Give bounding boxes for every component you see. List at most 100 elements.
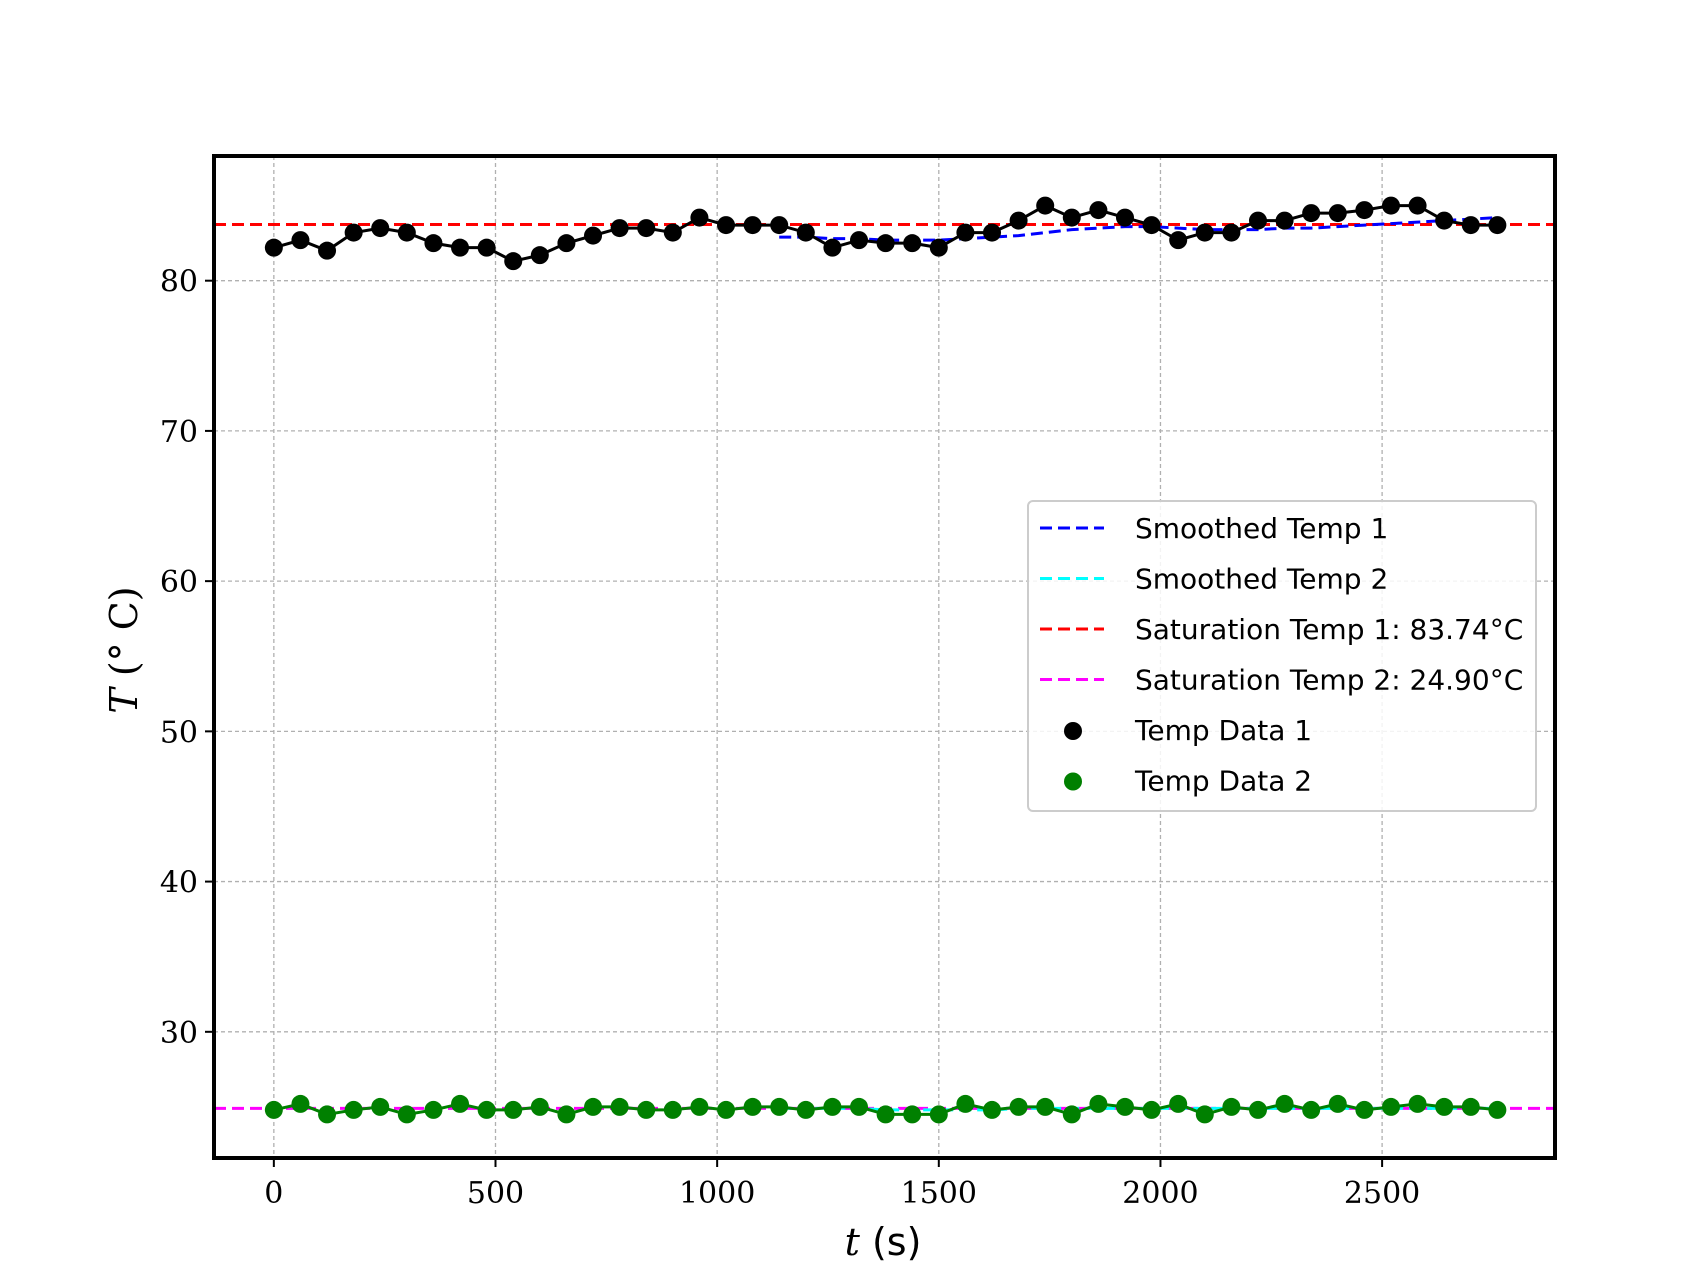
temp-data-2-point [903,1105,922,1124]
temp-data-1-point [956,223,975,242]
temp-data-1-point [1062,208,1081,227]
temp-data-2-point [663,1100,682,1119]
temp-data-1-point [1461,216,1480,235]
temp-data-2-point [530,1097,549,1116]
temp-data-2-point [504,1100,523,1119]
temp-data-1-point [530,246,549,265]
temp-data-1-point [397,223,416,242]
x-tick-label: 2500 [1344,1176,1420,1211]
temp-data-2-point [424,1100,443,1119]
temp-data-2-point [264,1100,283,1119]
temp-data-2-point [1195,1105,1214,1124]
temp-data-1-point [663,223,682,242]
temp-data-1-point [264,238,283,257]
temp-data-2-point [1302,1100,1321,1119]
temp-data-1-point [344,223,363,242]
y-tick-label: 40 [160,866,198,901]
temp-data-2-point [1248,1100,1267,1119]
temp-data-2-point [1115,1097,1134,1116]
legend-box [1027,500,1537,812]
y-axis-label: T (° C) [102,586,146,713]
temp-data-2-point [1062,1105,1081,1124]
legend-label: Temp Data 1 [1134,714,1312,747]
temp-data-2-point [850,1097,869,1116]
x-tick-label: 1000 [679,1176,755,1211]
temp-data-1-point [424,234,443,253]
temp-data-1-point [584,226,603,245]
temp-data-2-point [1408,1094,1427,1113]
temp-data-1-point [1115,208,1134,227]
temp-data-2-point [584,1097,603,1116]
temp-data-1-point [451,238,470,257]
temp-data-1-point [1169,231,1188,250]
temp-data-1-point [1089,201,1108,220]
temp-data-1-point [637,219,656,238]
temp-data-1-point [371,219,390,238]
temp-data-1-point [1355,201,1374,220]
temp-data-2-point [876,1105,895,1124]
temp-data-2-point [1089,1094,1108,1113]
temp-data-1-point [318,241,337,260]
temp-data-1-point [1435,211,1454,230]
temp-data-2-point [796,1100,815,1119]
y-tick-label: 70 [160,415,198,450]
temp-data-1-point [1408,196,1427,215]
x-axis-label: t (s) [845,1220,922,1264]
y-axis-unit: (° C) [102,586,146,688]
temp-data-2-point [1381,1097,1400,1116]
axis-ticks: 0 500 1000 1500 2000 2500 30 40 50 60 70 80 [160,265,1420,1211]
legend-marker [1064,722,1082,740]
temp-data-1-point [504,252,523,271]
temp-data-2-point [929,1105,948,1124]
temp-data-1-point [1195,223,1214,242]
temp-data-1-point [477,238,496,257]
x-tick-label: 2000 [1122,1176,1198,1211]
x-tick-label: 500 [467,1176,524,1211]
temp-data-1-point [1381,196,1400,215]
temp-data-2-point [371,1097,390,1116]
temp-data-2-point [1009,1097,1028,1116]
temp-data-2-point [770,1097,789,1116]
temp-data-1-point [1009,211,1028,230]
temp-data-2-point [743,1097,762,1116]
temp-data-1-point [903,234,922,253]
legend-label: Temp Data 2 [1134,765,1312,798]
temp-data-2-point [344,1100,363,1119]
legend: Smoothed Temp 1 Smoothed Temp 2 Saturation… [1027,500,1537,812]
temp-data-2-point [610,1097,629,1116]
x-axis-var: t [845,1220,861,1264]
data-series [264,196,1507,1124]
temp-data-2-point [1036,1097,1055,1116]
temp-data-1-point [876,234,895,253]
temp-data-1-point [610,219,629,238]
temp-data-2-point [1169,1094,1188,1113]
temp-data-2-point [983,1100,1002,1119]
temp-data-1-point [717,216,736,235]
legend-marker [1064,772,1082,791]
temp-data-1-point [291,231,310,250]
temp-data-2-point [1488,1100,1507,1119]
temp-data-1-point [1142,216,1161,235]
y-tick-label: 60 [160,565,198,600]
temp-data-2-point [291,1094,310,1113]
temp-data-1-point [770,216,789,235]
temp-data-1-point [983,223,1002,242]
y-tick-label: 30 [160,1016,198,1051]
temp-data-2-point [318,1105,337,1124]
smoothed-temp-1-line [779,216,1498,242]
temp-data-1-point [743,216,762,235]
temp-data-1-point [1275,211,1294,230]
temp-data-2-point [717,1100,736,1119]
temp-data-1-point [823,238,842,257]
y-tick-label: 50 [160,715,198,750]
temp-data-2-point [1328,1094,1347,1113]
temp-data-2-point [451,1094,470,1113]
temp-data-2-point [1275,1094,1294,1113]
temp-data-2-point [477,1100,496,1119]
x-tick-label: 1500 [901,1176,977,1211]
temp-data-2-point [1355,1100,1374,1119]
temp-data-2-point [557,1105,576,1124]
temp-data-1-point [796,223,815,242]
temp-data-1-point [690,208,709,227]
temp-data-2-point [397,1105,416,1124]
